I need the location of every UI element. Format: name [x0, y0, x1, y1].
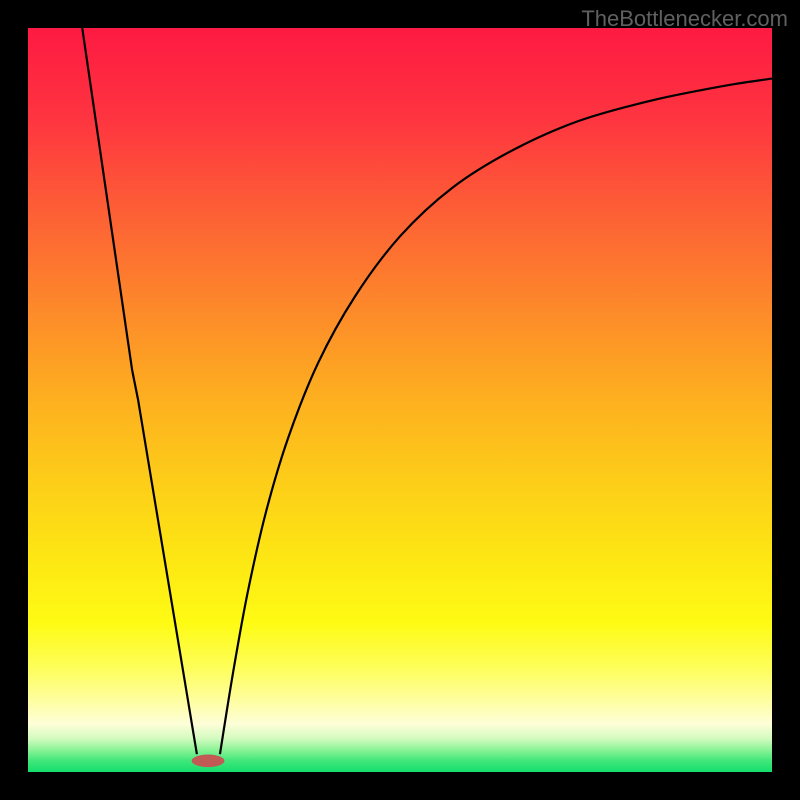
optimal-point-marker: [192, 755, 225, 768]
attribution-text: TheBottlenecker.com: [581, 6, 788, 32]
chart-container: TheBottlenecker.com: [0, 0, 800, 800]
chart-plot-area: [28, 28, 772, 772]
bottleneck-chart: [0, 0, 800, 800]
